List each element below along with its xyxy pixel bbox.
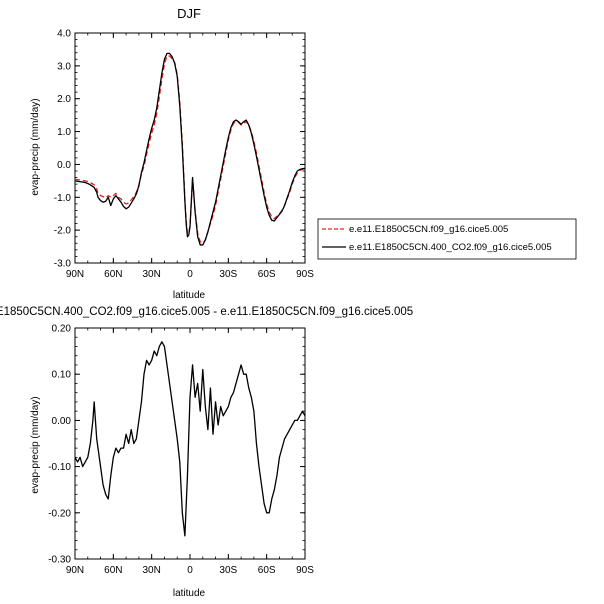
y-tick-label: 3.0 xyxy=(57,61,71,72)
top-panel: DJF 90N 60N 30N 0 30S 60S 90S 4.0 3.0 2.0 1.0 0.0 -1… xyxy=(30,6,314,301)
x-tick-label: 60S xyxy=(258,269,276,280)
bottom-chart-title: e.e11.E1850C5CN.400_CO2.f09_g16.cice5.00… xyxy=(0,306,413,318)
y-tick-label: -0.20 xyxy=(48,508,71,519)
y-tick-label: -1.0 xyxy=(54,193,72,204)
x-tick-label: 0 xyxy=(187,565,193,576)
top-chart-title: DJF xyxy=(177,6,201,21)
y-tick-label: -2.0 xyxy=(54,226,72,237)
x-tick-label: 0 xyxy=(187,269,193,280)
x-tick-label: 30N xyxy=(142,269,160,280)
y-tick-label: 0.0 xyxy=(57,160,71,171)
y-tick-label: -0.30 xyxy=(48,555,71,566)
x-tick-label: 60N xyxy=(104,269,122,280)
top-plot-area: 90N 60N 30N 0 30S 60S 90S 4.0 3.0 2.0 1.0 0.0 -1.0 -2… xyxy=(54,29,314,281)
legend: e.e11.E1850C5CN.f09_g16.cice5.005 e.e11.… xyxy=(317,218,577,260)
bottom-y-axis-label: evap-precip (mm/day) xyxy=(30,396,41,493)
x-tick-label: 30S xyxy=(219,269,237,280)
x-tick-label: 90S xyxy=(296,269,314,280)
top-x-axis-label: latitude xyxy=(173,290,206,301)
x-tick-label: 90N xyxy=(66,269,84,280)
x-tick-label: 90S xyxy=(296,565,314,576)
y-tick-label: -3.0 xyxy=(54,259,72,270)
y-tick-label: 2.0 xyxy=(57,94,71,105)
y-tick-label: 0.20 xyxy=(52,324,72,335)
series-line-1-0 xyxy=(74,341,306,537)
bottom-plot-area: 90N 60N 30N 0 30S 60S 90S 0.20 0.10 0.00 -0.10 -0.2… xyxy=(48,324,314,577)
legend-box xyxy=(317,218,577,260)
bottom-panel: e.e11.E1850C5CN.400_CO2.f09_g16.cice5.00… xyxy=(0,306,413,599)
x-tick-label: 30N xyxy=(142,565,160,576)
y-tick-label: 0.10 xyxy=(52,370,72,381)
y-tick-label: 0.00 xyxy=(52,416,72,427)
x-tick-label: 60S xyxy=(258,565,276,576)
legend-label-control: e.e11.E1850C5CN.f09_g16.cice5.005 xyxy=(349,224,508,235)
plot-frame-1 xyxy=(74,327,306,560)
legend-label-co2: e.e11.E1850C5CN.400_CO2.f09_g16.cice5.00… xyxy=(349,242,552,253)
y-tick-label: 1.0 xyxy=(57,127,71,138)
series-line-0-0 xyxy=(74,55,306,244)
top-y-axis-label: evap-precip (mm/day) xyxy=(30,98,41,195)
y-tick-label: -0.10 xyxy=(48,462,71,473)
x-tick-label: 30S xyxy=(219,565,237,576)
bottom-x-axis-label: latitude xyxy=(173,588,206,599)
series-line-0-1 xyxy=(74,52,306,246)
x-tick-label: 90N xyxy=(66,565,84,576)
x-tick-label: 60N xyxy=(104,565,122,576)
y-tick-label: 4.0 xyxy=(57,29,71,40)
